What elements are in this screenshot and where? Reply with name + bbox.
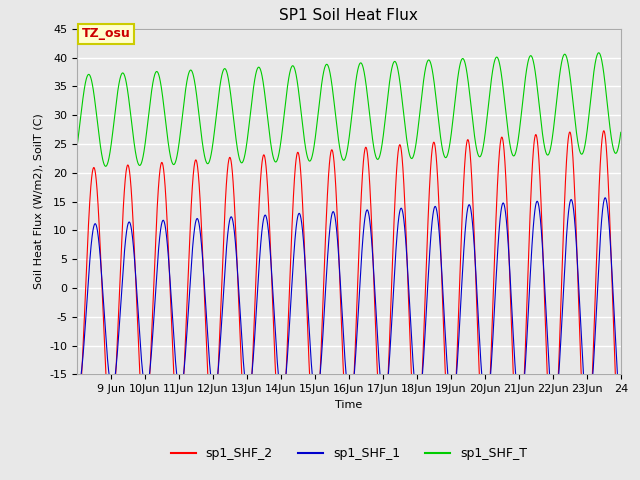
- sp1_SHF_T: [306, 158, 314, 164]
- Y-axis label: Soil Heat Flux (W/m2), SoilT (C): Soil Heat Flux (W/m2), SoilT (C): [33, 114, 44, 289]
- sp1_SHF_1: [73, 381, 81, 386]
- sp1_SHF_1: [584, 409, 592, 415]
- sp1_SHF_2: [573, 251, 581, 257]
- Line: sp1_SHF_1: sp1_SHF_1: [77, 198, 621, 412]
- sp1_SHF_T: [617, 130, 625, 135]
- sp1_SHF_1: [602, 195, 609, 201]
- sp1_SHF_2: [617, 450, 625, 456]
- sp1_SHF_1: [600, 197, 608, 203]
- sp1_SHF_2: [600, 128, 607, 133]
- X-axis label: Time: Time: [335, 400, 362, 409]
- sp1_SHF_1: [617, 408, 625, 413]
- Line: sp1_SHF_2: sp1_SHF_2: [77, 131, 621, 453]
- sp1_SHF_T: [73, 145, 81, 151]
- sp1_SHF_2: [301, 266, 309, 272]
- sp1_SHF_1: [468, 215, 476, 221]
- sp1_SHF_2: [468, 180, 476, 186]
- sp1_SHF_2: [73, 420, 81, 425]
- Title: SP1 Soil Heat Flux: SP1 Soil Heat Flux: [280, 9, 418, 24]
- sp1_SHF_1: [306, 336, 314, 342]
- sp1_SHF_2: [600, 128, 608, 134]
- sp1_SHF_T: [595, 50, 603, 56]
- sp1_SHF_T: [332, 111, 339, 117]
- sp1_SHF_T: [468, 113, 476, 119]
- sp1_SHF_1: [573, 252, 581, 258]
- Text: TZ_osu: TZ_osu: [82, 27, 131, 40]
- sp1_SHF_1: [332, 216, 339, 221]
- sp1_SHF_1: [301, 264, 309, 270]
- sp1_SHF_T: [573, 134, 581, 140]
- Line: sp1_SHF_T: sp1_SHF_T: [77, 53, 621, 166]
- sp1_SHF_T: [301, 144, 309, 150]
- Legend: sp1_SHF_2, sp1_SHF_1, sp1_SHF_T: sp1_SHF_2, sp1_SHF_1, sp1_SHF_T: [166, 442, 532, 465]
- sp1_SHF_T: [102, 163, 109, 169]
- sp1_SHF_T: [600, 75, 608, 81]
- sp1_SHF_2: [306, 374, 314, 380]
- sp1_SHF_2: [332, 175, 339, 181]
